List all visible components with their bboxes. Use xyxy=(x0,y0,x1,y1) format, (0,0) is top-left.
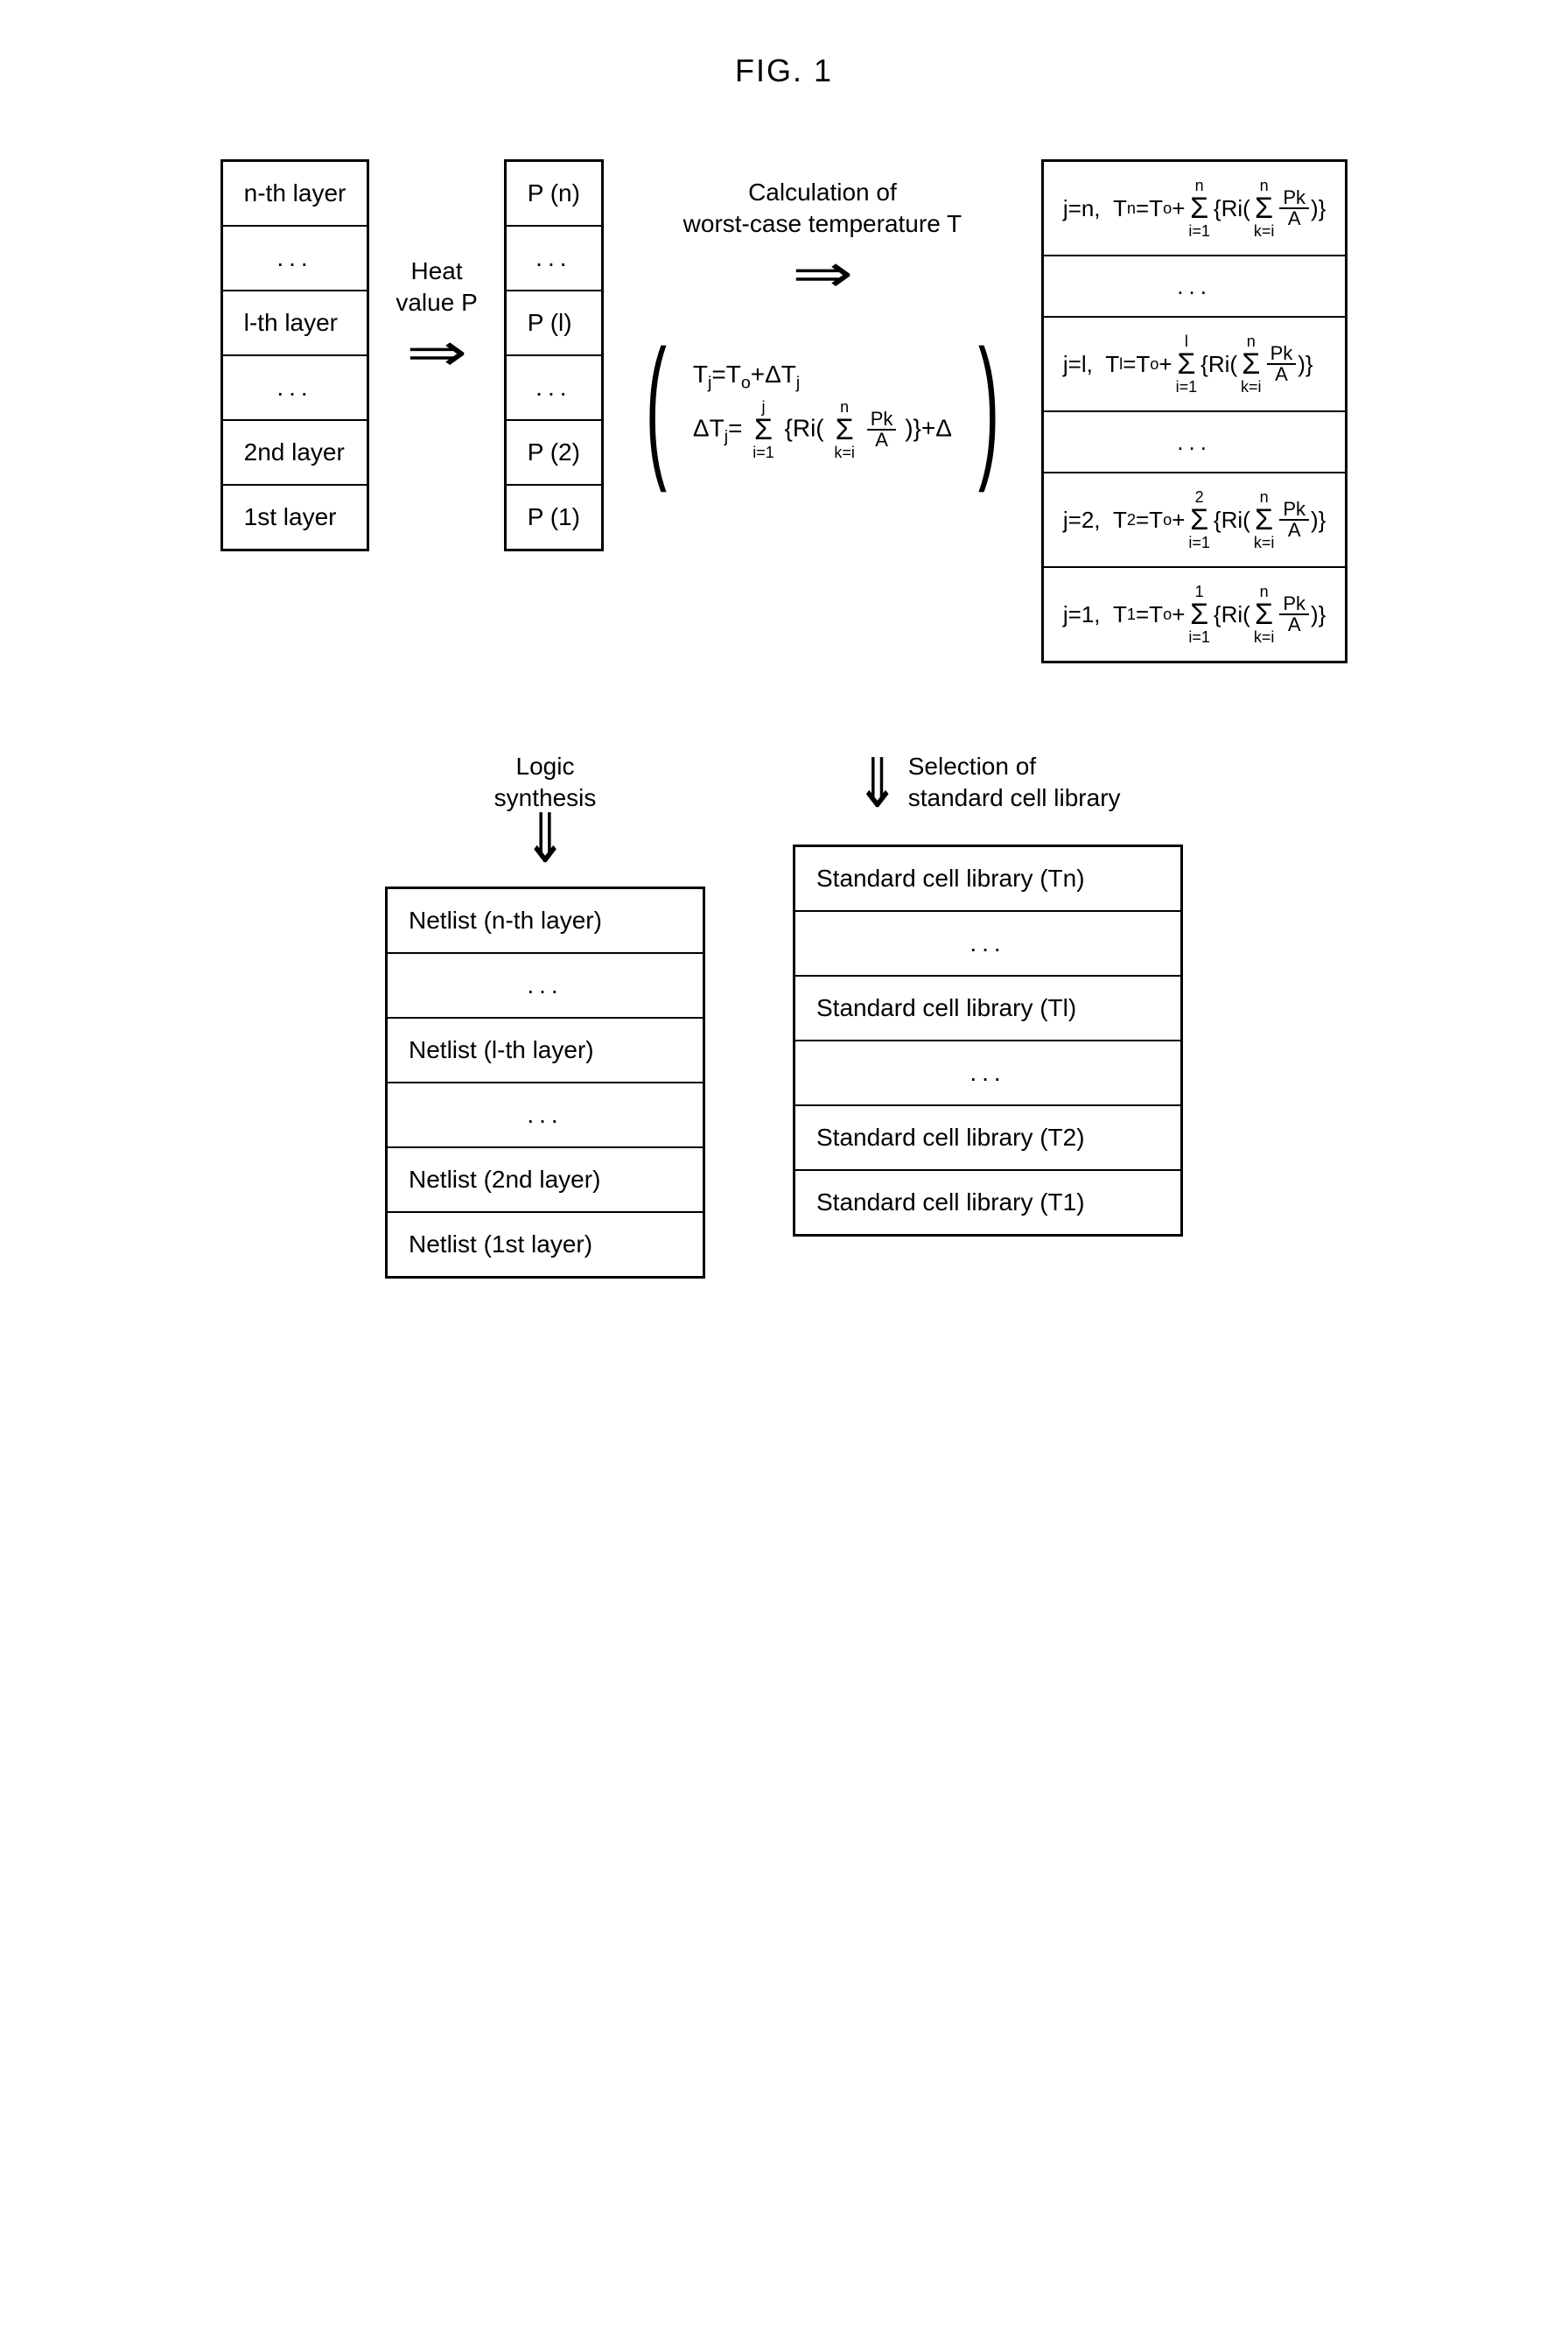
temp-cell-ellipsis: ... xyxy=(1044,256,1345,318)
netlist-stack: Netlist (n-th layer) ... Netlist (l-th l… xyxy=(385,887,705,1279)
temperature-stack: j=n, Tn=To+nΣi=1{Ri(nΣk=iPkA)}...j=l, Tl… xyxy=(1041,159,1348,663)
library-cell: Standard cell library (Tn) xyxy=(795,847,1180,912)
logic-synthesis-arrow: Logic synthesis ⇓ xyxy=(494,751,597,860)
power-cell-ellipsis: ... xyxy=(507,356,601,421)
temp-cell: j=1, T1=To+1Σi=1{Ri(nΣk=iPkA)} xyxy=(1044,568,1345,661)
layers-cell: l-th layer xyxy=(223,291,368,356)
formula-line1: Tj=To+ΔTj xyxy=(693,353,952,399)
library-cell: Standard cell library (T2) xyxy=(795,1106,1180,1171)
netlist-cell-ellipsis: ... xyxy=(388,1083,703,1148)
netlist-cell-ellipsis: ... xyxy=(388,954,703,1019)
left-paren-icon: ( xyxy=(646,359,667,453)
heat-arrow-block: Heat value P ⇒ xyxy=(396,159,477,379)
right-paren-icon: ) xyxy=(978,359,999,453)
top-row-flow: n-th layer ... l-th layer ... 2nd layer … xyxy=(35,159,1533,663)
temp-cell: j=2, T2=To+2Σi=1{Ri(nΣk=iPkA)} xyxy=(1044,473,1345,568)
library-stack: Standard cell library (Tn) ... Standard … xyxy=(793,845,1183,1237)
figure-title: FIG. 1 xyxy=(35,53,1533,89)
netlist-cell: Netlist (l-th layer) xyxy=(388,1019,703,1083)
power-stack: P (n) ... P (l) ... P (2) P (1) xyxy=(504,159,604,551)
library-cell-ellipsis: ... xyxy=(795,1041,1180,1106)
calc-arrow-label: Calculation of worst-case temperature T xyxy=(683,177,962,241)
netlist-cell: Netlist (2nd layer) xyxy=(388,1148,703,1213)
temp-cell: j=l, Tl=To+lΣi=1{Ri(nΣk=iPkA)} xyxy=(1044,318,1345,412)
selection-arrow: ⇓ Selection of standard cell library xyxy=(855,751,1120,818)
layers-cell-ellipsis: ... xyxy=(223,227,368,291)
calc-arrow-block: Calculation of worst-case temperature T … xyxy=(630,159,1015,460)
library-cell-ellipsis: ... xyxy=(795,912,1180,977)
netlist-cell: Netlist (1st layer) xyxy=(388,1213,703,1276)
heat-arrow-label: Heat value P xyxy=(396,256,477,319)
netlist-column: Logic synthesis ⇓ Netlist (n-th layer) .… xyxy=(385,751,705,1279)
layers-cell: n-th layer xyxy=(223,162,368,227)
power-cell: P (2) xyxy=(507,421,601,486)
layers-cell: 1st layer xyxy=(223,486,368,549)
netlist-cell: Netlist (n-th layer) xyxy=(388,889,703,954)
power-cell: P (l) xyxy=(507,291,601,356)
temp-cell-ellipsis: ... xyxy=(1044,412,1345,473)
temp-cell: j=n, Tn=To+nΣi=1{Ri(nΣk=iPkA)} xyxy=(1044,162,1345,256)
arrow-down-icon: ⇓ xyxy=(855,757,899,811)
layers-stack: n-th layer ... l-th layer ... 2nd layer … xyxy=(220,159,370,551)
library-cell: Standard cell library (T1) xyxy=(795,1171,1180,1234)
formula-line2: ΔTj= jΣi=1 {Ri( nΣk=i PkA )}+Δ xyxy=(693,399,952,460)
formula-block: ( Tj=To+ΔTj ΔTj= jΣi=1 {Ri( nΣk=i PkA )}… xyxy=(630,353,1015,460)
selection-arrow-label: Selection of standard cell library xyxy=(908,751,1121,815)
formula-inner: Tj=To+ΔTj ΔTj= jΣi=1 {Ri( nΣk=i PkA )}+Δ xyxy=(693,353,952,460)
bottom-row-flow: Logic synthesis ⇓ Netlist (n-th layer) .… xyxy=(35,751,1533,1279)
power-cell-ellipsis: ... xyxy=(507,227,601,291)
library-column: ⇓ Selection of standard cell library Sta… xyxy=(793,751,1183,1237)
arrow-down-icon: ⇓ xyxy=(523,812,567,866)
arrow-right-icon: ⇒ xyxy=(406,326,467,379)
library-cell: Standard cell library (Tl) xyxy=(795,977,1180,1041)
layers-cell-ellipsis: ... xyxy=(223,356,368,421)
arrow-right-icon: ⇒ xyxy=(792,248,853,300)
power-cell: P (n) xyxy=(507,162,601,227)
layers-cell: 2nd layer xyxy=(223,421,368,486)
power-cell: P (1) xyxy=(507,486,601,549)
